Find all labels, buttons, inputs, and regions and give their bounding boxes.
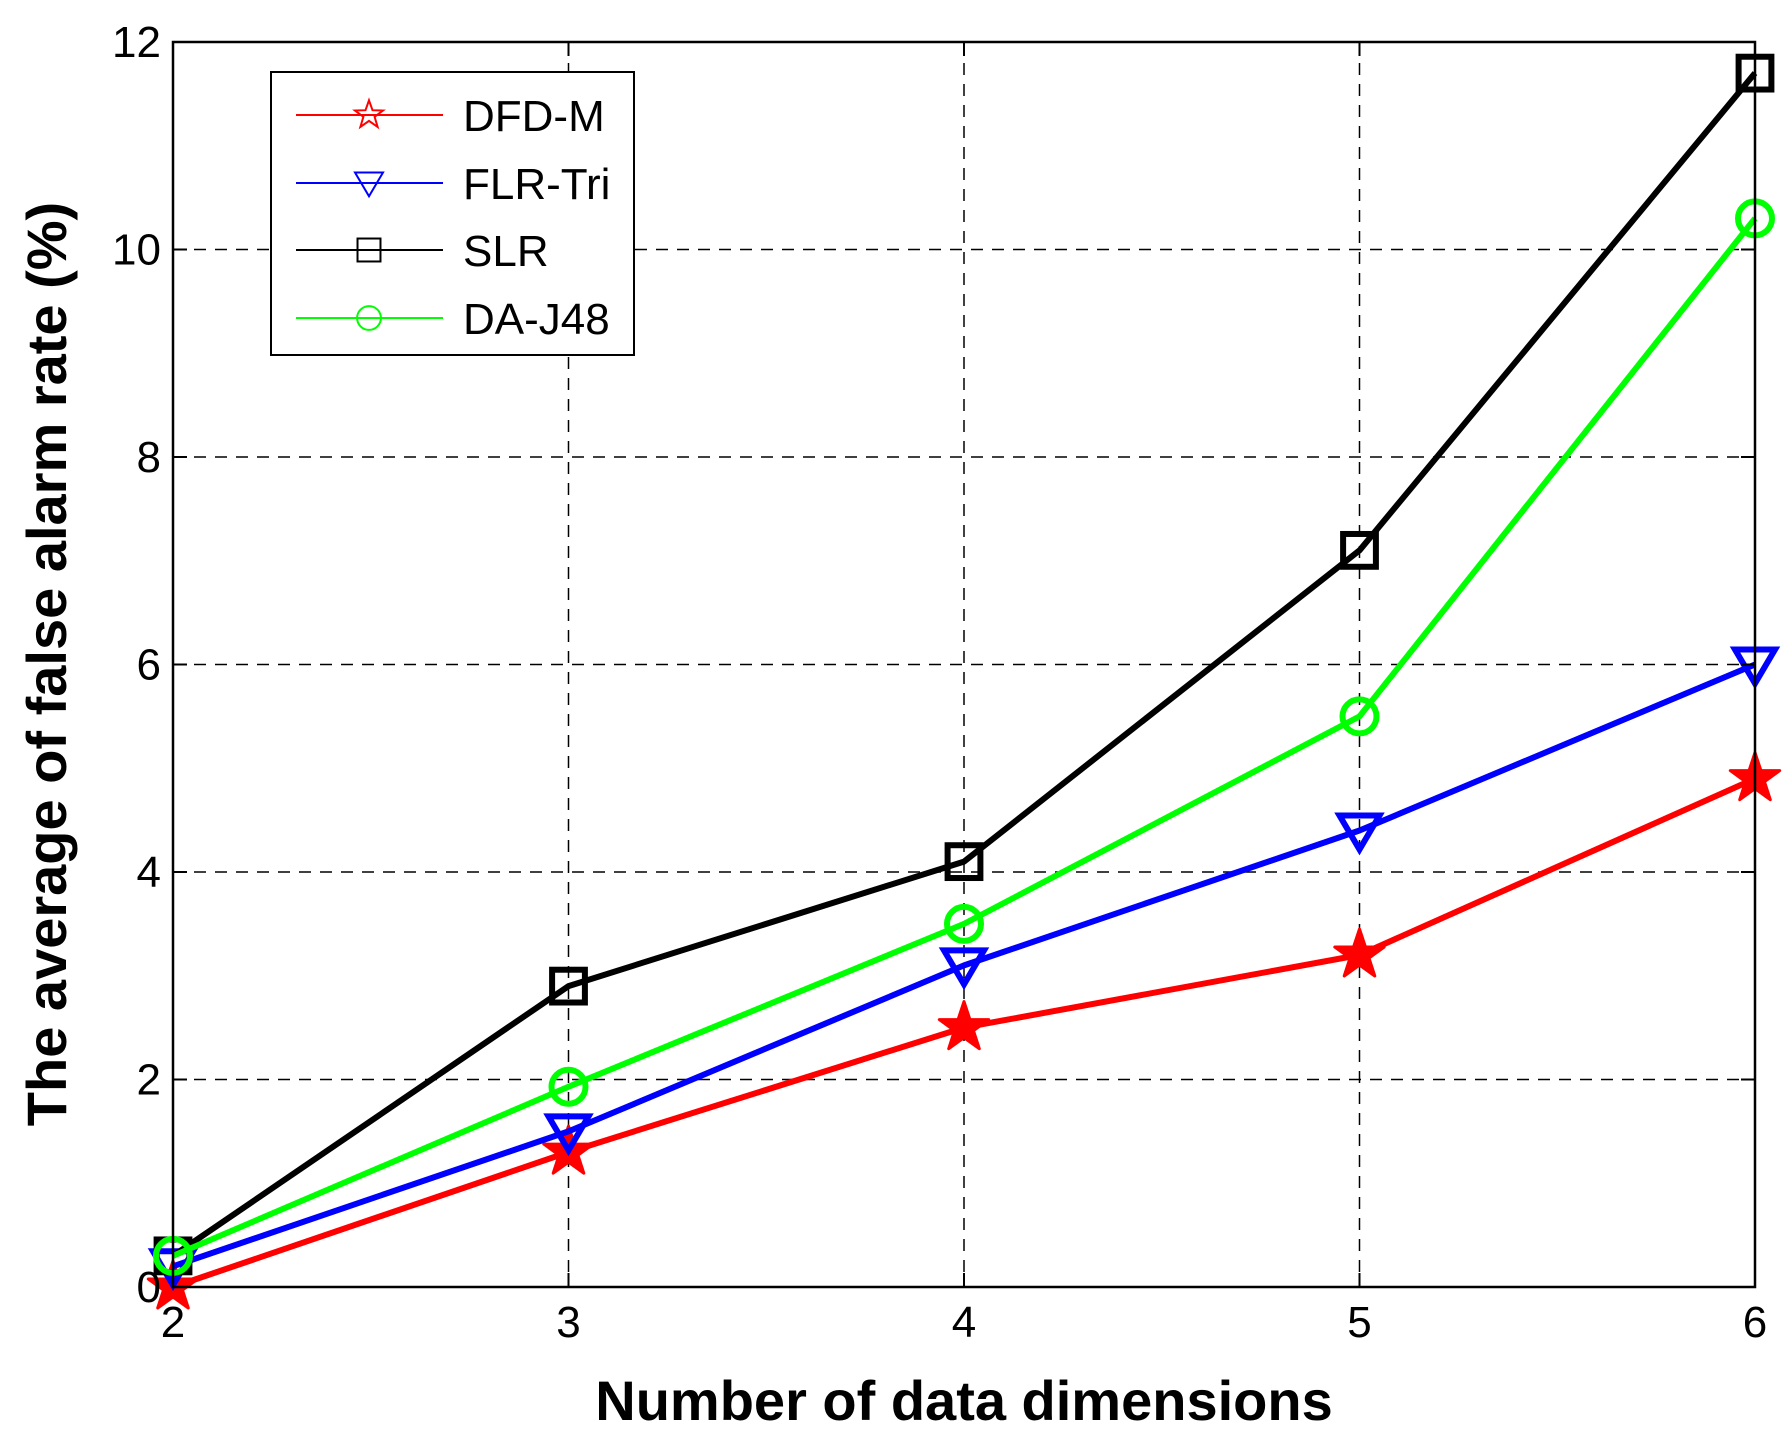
x-tick-label: 6: [1743, 1298, 1767, 1347]
y-tick-label: 4: [137, 848, 161, 897]
data-point: [944, 842, 984, 882]
y-tick-label: 10: [112, 226, 161, 275]
legend-marker: [352, 97, 386, 130]
data-point: [1334, 812, 1385, 856]
series-line: [172, 661, 1757, 1270]
legend: DFD-M FLR-Tri SLR DA-J48: [270, 71, 635, 356]
y-tick-label: 2: [137, 1056, 161, 1105]
data-point: [1340, 530, 1379, 570]
y-tick-label: 8: [137, 433, 161, 482]
series-line: [171, 71, 1758, 1259]
y-axis-title: The average of false alarm rate (%): [15, 202, 78, 1126]
data-point: [543, 1113, 594, 1157]
legend-entry-dfd-m: DFD-M: [296, 92, 605, 141]
data-point: [1339, 696, 1380, 737]
series-layer: [146, 53, 1782, 1310]
data-point: [944, 903, 984, 944]
legend-label: DA-J48: [463, 295, 610, 344]
legend-entries: DFD-M FLR-Tri SLR DA-J48: [296, 92, 610, 344]
data-point: [1333, 927, 1386, 978]
legend-label: SLR: [463, 227, 549, 276]
data-point: [548, 1066, 589, 1107]
legend-entry-flr-tri: FLR-Tri: [296, 160, 610, 209]
legend-marker: [356, 237, 382, 263]
x-tick-label: 2: [161, 1298, 185, 1347]
x-tick-label: 5: [1347, 1298, 1371, 1347]
data-point: [937, 1000, 991, 1051]
series-line: [171, 216, 1758, 1259]
legend-box: [270, 71, 635, 356]
x-tick-label: 3: [556, 1298, 580, 1347]
legend-entry-da-j48: DA-J48: [296, 295, 610, 344]
y-tick-label: 6: [137, 641, 161, 690]
y-tick-label: 0: [137, 1263, 161, 1312]
legend-entry-slr: SLR: [296, 227, 549, 276]
data-point: [549, 966, 588, 1006]
legend-label: DFD-M: [463, 92, 605, 141]
legend-marker: [353, 171, 385, 199]
y-tick-label: 12: [112, 18, 161, 67]
data-point: [938, 947, 990, 991]
x-tick-label: 4: [952, 1298, 976, 1347]
legend-marker: [356, 305, 382, 331]
legend-label: FLR-Tri: [463, 160, 610, 209]
x-axis-title: Number of data dimensions: [595, 1369, 1332, 1432]
